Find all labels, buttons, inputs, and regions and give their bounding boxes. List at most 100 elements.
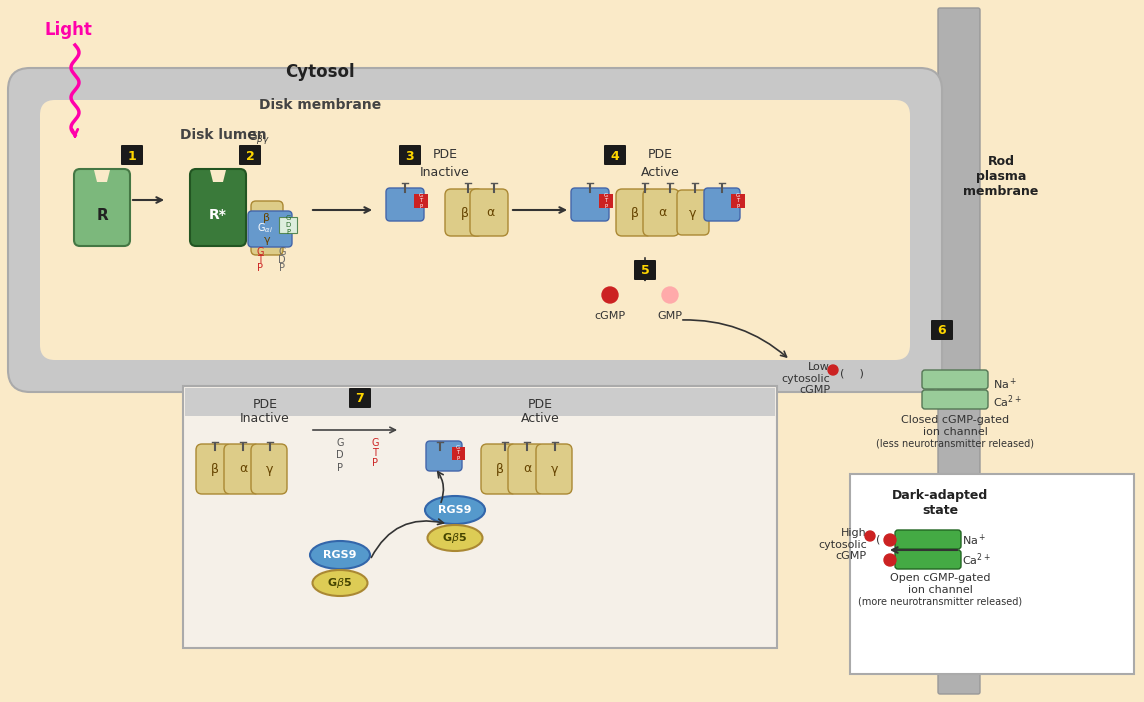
Circle shape — [865, 531, 875, 541]
Text: G$\beta$5: G$\beta$5 — [327, 576, 352, 590]
FancyBboxPatch shape — [452, 447, 464, 460]
FancyBboxPatch shape — [895, 550, 961, 569]
Text: Cytosol: Cytosol — [285, 63, 355, 81]
FancyBboxPatch shape — [8, 68, 942, 392]
FancyBboxPatch shape — [615, 189, 652, 236]
Text: β: β — [461, 206, 469, 220]
Text: G
D
P: G D P — [285, 215, 291, 235]
Text: Active: Active — [521, 411, 559, 425]
Circle shape — [884, 554, 896, 566]
Text: Dark-adapted: Dark-adapted — [892, 489, 988, 501]
FancyBboxPatch shape — [190, 169, 246, 246]
Ellipse shape — [428, 525, 483, 551]
FancyBboxPatch shape — [604, 145, 626, 165]
Text: 3: 3 — [406, 150, 414, 162]
Text: R*: R* — [209, 208, 227, 222]
Text: 7: 7 — [356, 392, 365, 406]
Text: β: β — [263, 213, 270, 223]
FancyBboxPatch shape — [399, 145, 421, 165]
Text: G: G — [256, 247, 264, 257]
Text: High
cytosolic
cGMP: High cytosolic cGMP — [818, 528, 867, 561]
FancyBboxPatch shape — [239, 145, 261, 165]
Text: (less neurotransmitter released): (less neurotransmitter released) — [876, 439, 1034, 449]
Polygon shape — [210, 170, 227, 182]
Text: γ: γ — [263, 235, 270, 245]
FancyBboxPatch shape — [279, 217, 297, 233]
Text: (: ( — [840, 369, 848, 379]
FancyBboxPatch shape — [938, 8, 980, 694]
Text: state: state — [922, 503, 958, 517]
Text: α: α — [523, 463, 531, 475]
Text: G$\beta$5: G$\beta$5 — [443, 531, 468, 545]
Text: Rod
plasma
membrane: Rod plasma membrane — [963, 155, 1039, 198]
Text: PDE: PDE — [648, 149, 673, 161]
FancyBboxPatch shape — [196, 444, 232, 494]
Text: 6: 6 — [938, 324, 946, 338]
FancyBboxPatch shape — [445, 189, 483, 236]
Text: α: α — [658, 206, 666, 220]
Text: γ: γ — [267, 463, 273, 475]
Text: T: T — [372, 448, 378, 458]
Text: Closed cGMP-gated: Closed cGMP-gated — [901, 415, 1009, 425]
FancyBboxPatch shape — [480, 444, 517, 494]
Circle shape — [884, 534, 896, 546]
FancyBboxPatch shape — [508, 444, 545, 494]
Ellipse shape — [312, 570, 367, 596]
Text: RGS9: RGS9 — [324, 550, 357, 560]
Text: G$_{\beta\gamma}$: G$_{\beta\gamma}$ — [246, 129, 270, 147]
FancyBboxPatch shape — [183, 386, 777, 648]
FancyBboxPatch shape — [599, 194, 613, 208]
FancyBboxPatch shape — [931, 320, 953, 340]
FancyBboxPatch shape — [386, 188, 424, 221]
Text: GMP: GMP — [658, 311, 683, 321]
Text: D: D — [278, 255, 286, 265]
FancyBboxPatch shape — [349, 388, 371, 408]
Text: P: P — [279, 263, 285, 273]
Text: P: P — [257, 263, 263, 273]
Text: T: T — [257, 255, 263, 265]
Text: G
T
P: G T P — [736, 193, 740, 209]
Text: G: G — [278, 247, 286, 257]
Text: γ: γ — [689, 206, 697, 220]
Text: Disk lumen: Disk lumen — [180, 128, 267, 142]
Text: (more neurotransmitter released): (more neurotransmitter released) — [858, 597, 1022, 607]
Text: Inactive: Inactive — [240, 411, 289, 425]
Text: Na$^+$: Na$^+$ — [993, 376, 1017, 392]
Text: Low
cytosolic
cGMP: Low cytosolic cGMP — [781, 362, 831, 395]
Text: G$_{\alpha i}$: G$_{\alpha i}$ — [257, 221, 273, 235]
FancyBboxPatch shape — [414, 194, 428, 208]
Text: Ca$^{2+}$: Ca$^{2+}$ — [993, 394, 1022, 410]
Text: 4: 4 — [611, 150, 619, 162]
Text: G
T
P: G T P — [604, 193, 609, 209]
Text: 2: 2 — [246, 150, 254, 162]
Text: β: β — [496, 463, 505, 475]
Text: ): ) — [856, 369, 864, 379]
Polygon shape — [94, 170, 110, 182]
Text: Ca$^{2+}$: Ca$^{2+}$ — [962, 552, 991, 569]
Circle shape — [602, 287, 618, 303]
Text: Active: Active — [641, 166, 680, 180]
Text: ): ) — [892, 535, 900, 545]
FancyBboxPatch shape — [251, 444, 287, 494]
Text: γ: γ — [551, 463, 558, 475]
FancyBboxPatch shape — [850, 474, 1134, 674]
Text: G
D
P: G D P — [336, 438, 344, 473]
Text: Light: Light — [45, 21, 92, 39]
Text: 1: 1 — [128, 150, 136, 162]
Text: G
T
P: G T P — [419, 193, 423, 209]
Text: α: α — [486, 206, 494, 220]
Text: cGMP: cGMP — [595, 311, 626, 321]
FancyBboxPatch shape — [731, 194, 745, 208]
FancyBboxPatch shape — [634, 260, 656, 280]
FancyBboxPatch shape — [426, 441, 462, 471]
FancyBboxPatch shape — [571, 188, 609, 221]
FancyBboxPatch shape — [470, 189, 508, 236]
FancyBboxPatch shape — [922, 390, 988, 409]
FancyBboxPatch shape — [121, 145, 143, 165]
Text: G: G — [372, 438, 379, 448]
FancyBboxPatch shape — [251, 223, 283, 255]
FancyBboxPatch shape — [248, 211, 292, 247]
FancyBboxPatch shape — [537, 444, 572, 494]
FancyBboxPatch shape — [922, 370, 988, 389]
Circle shape — [828, 365, 839, 375]
